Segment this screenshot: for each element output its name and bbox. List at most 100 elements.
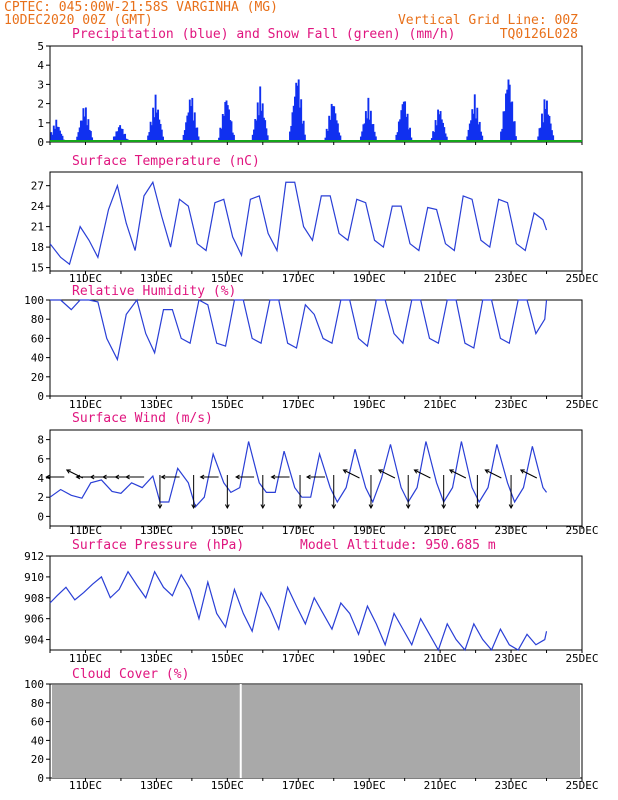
rh-xtick-label: 23DEC bbox=[495, 398, 528, 411]
cloud-xtick-label: 11DEC bbox=[69, 779, 102, 792]
precip-bar bbox=[369, 110, 372, 142]
wind-xtick-label: 13DEC bbox=[140, 524, 173, 537]
precip-bar bbox=[153, 117, 156, 142]
wind-vector-head bbox=[378, 469, 383, 474]
precip-bar bbox=[195, 127, 197, 142]
precip-bar bbox=[473, 94, 476, 142]
wind-vector-head bbox=[305, 474, 311, 480]
precip-bar bbox=[396, 132, 399, 142]
wind-vector-head bbox=[191, 504, 196, 510]
precip-bar bbox=[434, 120, 437, 142]
temp-xtick-label: 17DEC bbox=[282, 272, 315, 285]
precip-bar bbox=[162, 136, 164, 142]
precip-bar bbox=[255, 120, 258, 142]
wind-vector bbox=[449, 469, 467, 479]
precip-ytick-label: 3 bbox=[37, 78, 44, 91]
precip-bar bbox=[435, 125, 438, 142]
precip-bar bbox=[190, 106, 192, 142]
precip-bar bbox=[329, 119, 332, 142]
precip-bar bbox=[470, 120, 473, 142]
wind-xtick-label: 11DEC bbox=[69, 524, 102, 537]
precip-bar bbox=[407, 129, 410, 142]
wind-vector-head bbox=[475, 504, 480, 510]
pres-frame bbox=[49, 555, 583, 651]
cloud-ytick-label: 40 bbox=[31, 734, 44, 747]
precip-bar bbox=[54, 128, 56, 142]
precip-bar bbox=[51, 134, 54, 142]
precip-bar bbox=[154, 94, 157, 142]
precip-bar bbox=[539, 127, 542, 142]
precip-bar bbox=[256, 102, 259, 142]
precip-bar bbox=[438, 114, 441, 142]
wind-vector bbox=[343, 469, 360, 479]
header-grid-note: Vertical Grid Line: 00Z bbox=[398, 13, 578, 28]
precip-bar bbox=[79, 120, 82, 142]
precip-bar bbox=[116, 131, 119, 142]
precip-bar bbox=[261, 103, 264, 142]
pres-xtick-label: 17DEC bbox=[282, 652, 315, 665]
precip-title: Precipitation (blue) and Snow Fall (gree… bbox=[72, 27, 456, 42]
precip-bar bbox=[480, 131, 482, 142]
precip-bar bbox=[471, 109, 474, 142]
pres-altitude: Model Altitude: 950.685 m bbox=[300, 538, 496, 553]
precip-bar bbox=[511, 101, 514, 142]
precip-bar bbox=[300, 99, 303, 142]
wind-vector bbox=[414, 469, 431, 479]
precip-bar bbox=[266, 135, 269, 142]
temp-xtick-label: 23DEC bbox=[495, 272, 528, 285]
precip-bar bbox=[443, 127, 446, 142]
precip-bar bbox=[505, 93, 507, 142]
precip-bar bbox=[512, 121, 515, 142]
precip-bar bbox=[546, 100, 548, 142]
precip-bar bbox=[157, 109, 160, 142]
header-location: CPTEC: 045:00W-21:58S VARGINHA (MG) bbox=[4, 0, 278, 15]
precip-bar bbox=[501, 128, 504, 142]
cloud-dip bbox=[239, 684, 242, 778]
wind-vector-head bbox=[102, 474, 107, 480]
cloud-xtick-label: 19DEC bbox=[353, 779, 386, 792]
cloud-ytick-label: 100 bbox=[24, 678, 44, 691]
precip-bar bbox=[364, 111, 367, 142]
rh-ytick-label: 60 bbox=[31, 332, 44, 345]
precip-bar bbox=[91, 137, 94, 142]
precip-bar bbox=[251, 134, 254, 142]
precip-bar bbox=[84, 107, 87, 142]
precip-bar bbox=[115, 131, 118, 142]
temp-xtick-label: 15DEC bbox=[211, 272, 244, 285]
precip-bar bbox=[197, 136, 200, 142]
cloud-area bbox=[52, 684, 580, 778]
precip-bar bbox=[404, 101, 407, 142]
precip-bar bbox=[122, 134, 125, 142]
precip-ytick-label: 1 bbox=[37, 117, 44, 130]
precip-bar bbox=[406, 113, 409, 142]
precip-bar bbox=[121, 129, 124, 142]
rh-xtick-label: 19DEC bbox=[353, 398, 386, 411]
precip-bar bbox=[402, 101, 405, 142]
precip-ytick-label: 0 bbox=[37, 136, 44, 149]
precip-bar bbox=[260, 110, 263, 142]
wind-frame bbox=[49, 429, 583, 527]
precip-bar bbox=[371, 124, 374, 142]
wind-vector-head bbox=[508, 504, 514, 510]
precip-bar bbox=[265, 128, 268, 142]
wind-vector bbox=[378, 469, 396, 479]
precip-bar bbox=[226, 105, 229, 142]
precip-bar bbox=[397, 121, 400, 142]
wind-vector-head bbox=[519, 469, 525, 474]
precip-bar bbox=[338, 132, 341, 142]
precip-bar bbox=[359, 136, 362, 142]
wind-vector-head bbox=[199, 474, 205, 480]
precip-bar bbox=[185, 122, 188, 142]
rh-ytick-label: 20 bbox=[31, 371, 44, 384]
precip-bar bbox=[507, 79, 510, 142]
wind-xtick-label: 15DEC bbox=[211, 524, 244, 537]
wind-vector-head bbox=[413, 469, 419, 474]
wind-vector-head bbox=[260, 504, 266, 510]
precip-bar bbox=[467, 129, 470, 142]
wind-vector-head bbox=[235, 474, 240, 480]
precip-bar bbox=[52, 125, 55, 142]
precip-bar bbox=[506, 89, 509, 142]
precip-bar bbox=[114, 136, 117, 142]
wind-vector-head bbox=[484, 469, 490, 474]
precip-bar bbox=[333, 106, 336, 142]
